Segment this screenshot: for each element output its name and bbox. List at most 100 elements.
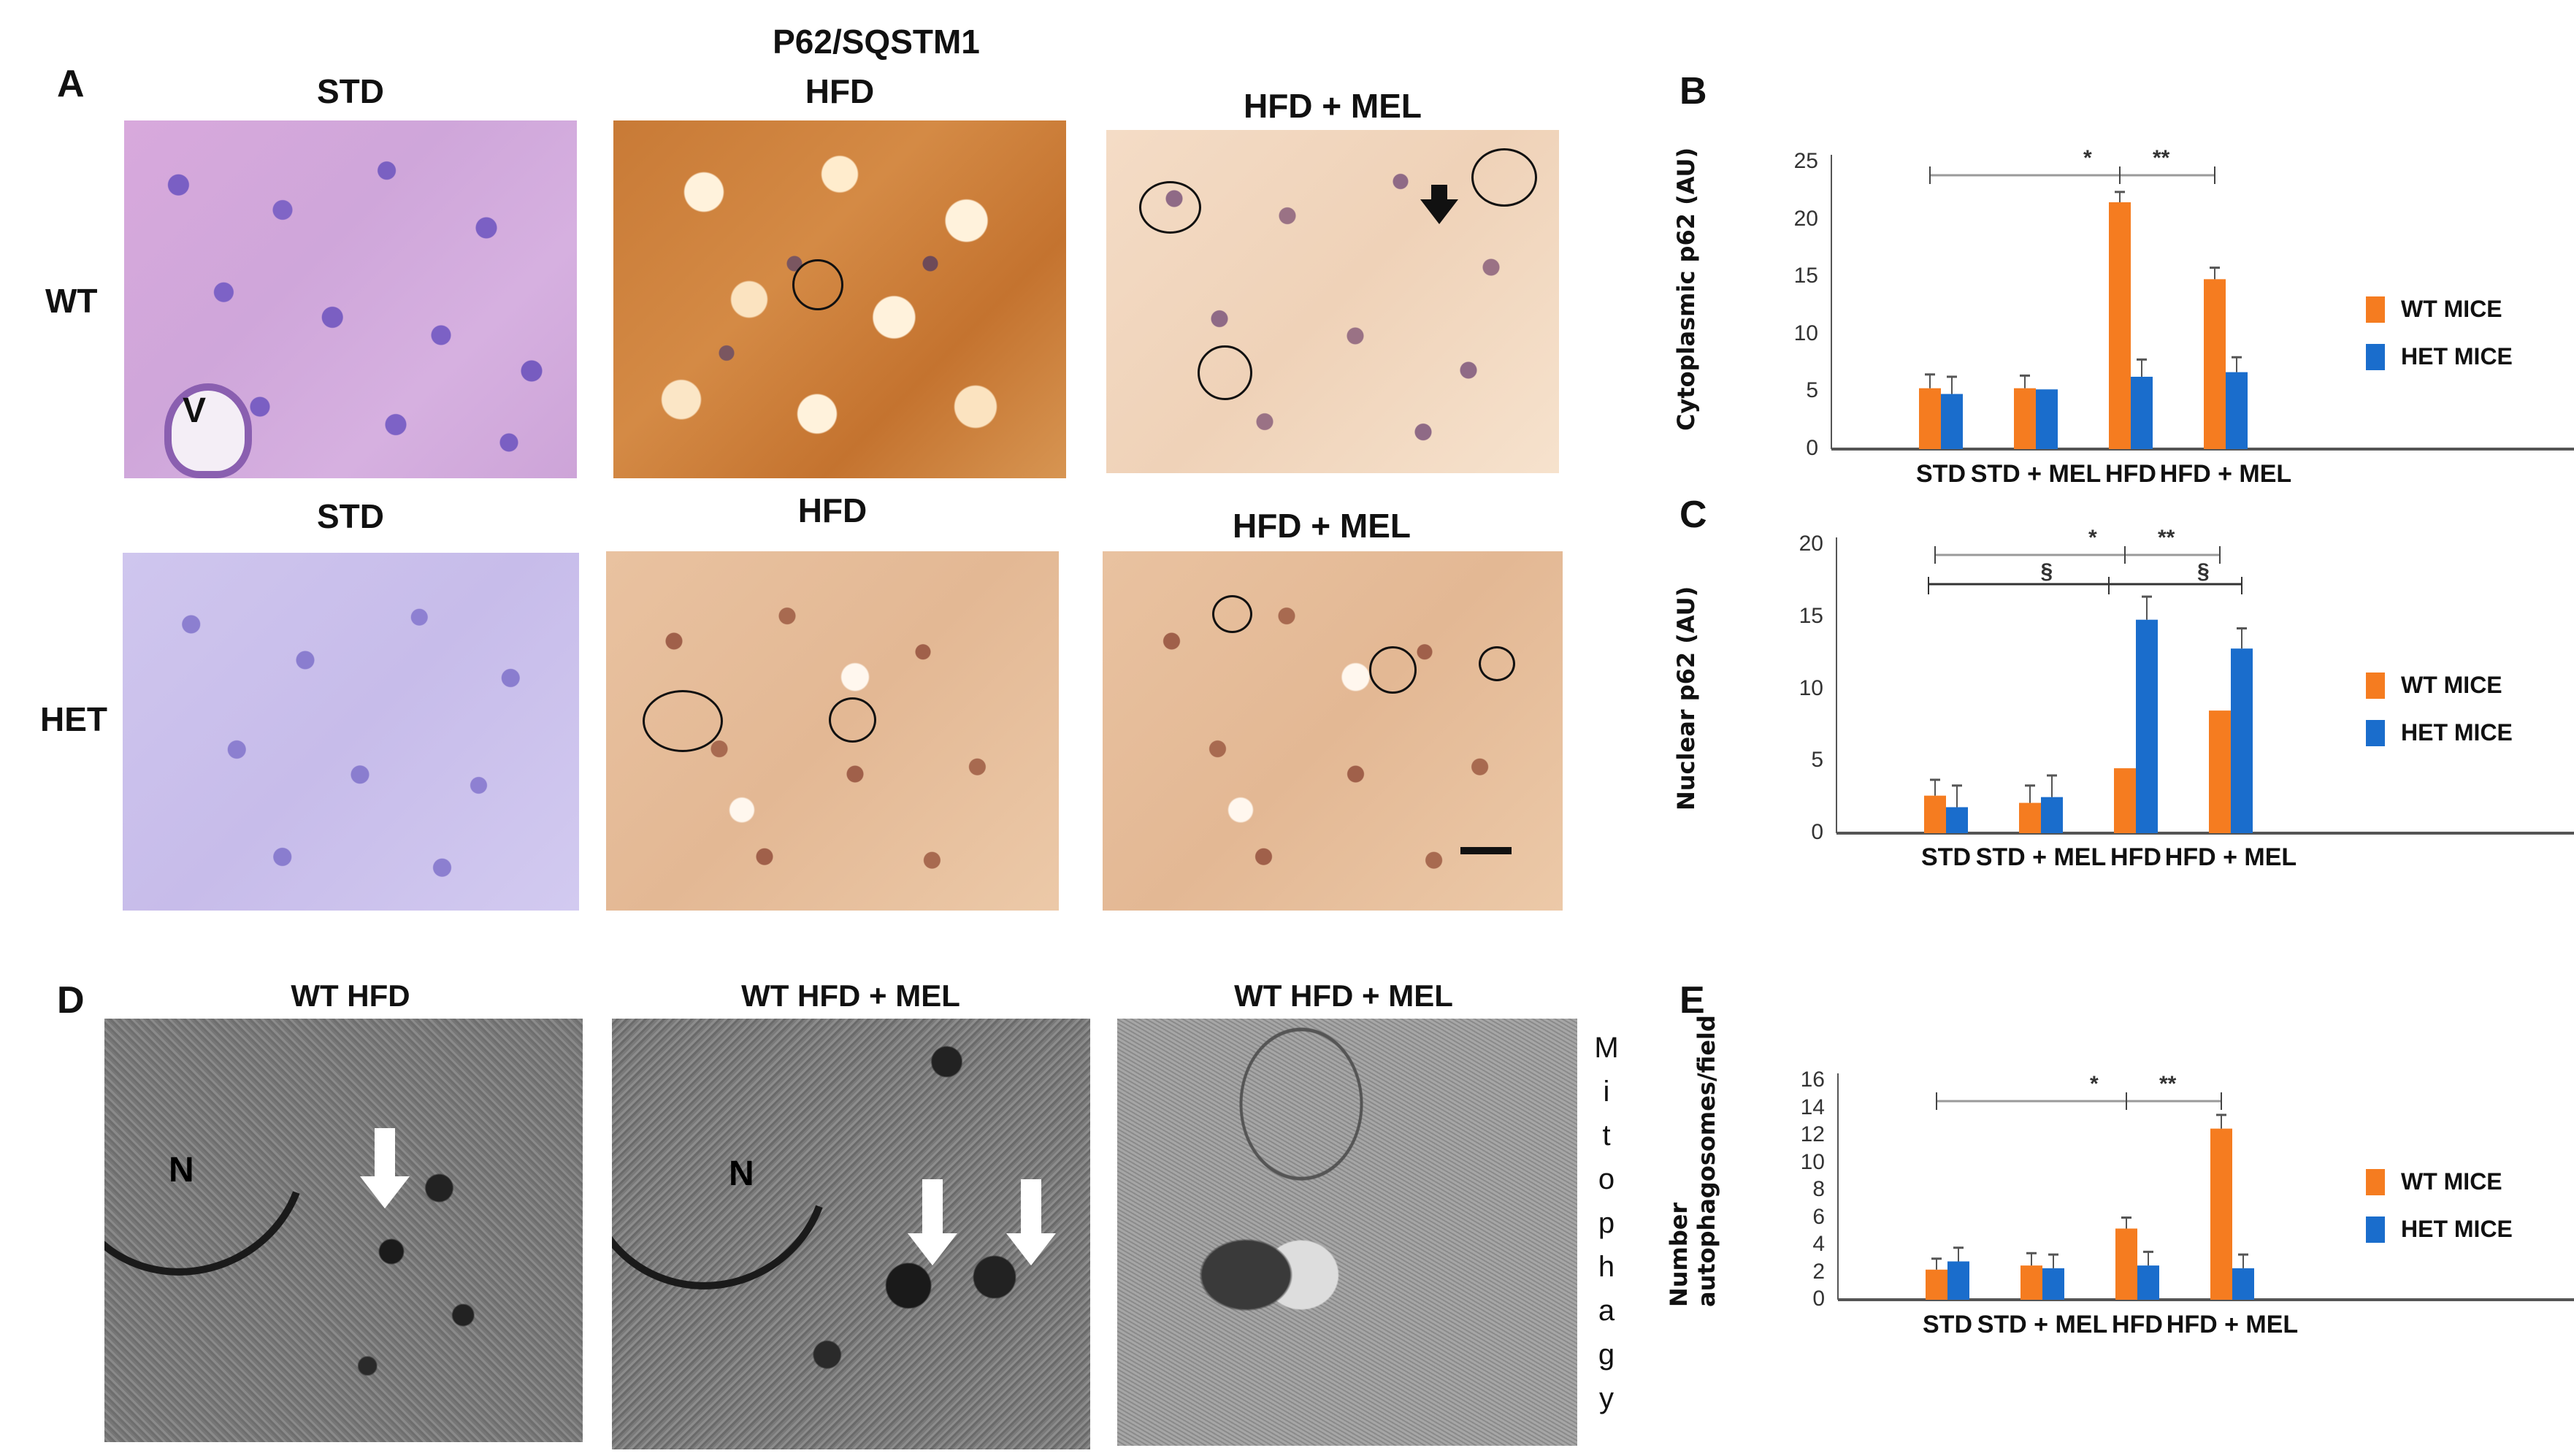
y-tick-label: 10 <box>1799 675 1823 700</box>
significance-marker: ** <box>2153 146 2170 170</box>
nucleus-circle-marker <box>1139 181 1201 234</box>
vessel-lumen <box>164 383 252 478</box>
legend-swatch-wt <box>2366 1168 2385 1195</box>
bar-het <box>1941 394 1963 449</box>
x-category-label: HFD + MEL <box>2166 1311 2299 1338</box>
significance-marker: * <box>2088 526 2097 550</box>
y-tick-label: 0 <box>1806 436 1818 460</box>
panel-a-title-het-hfd: HFD <box>797 491 867 529</box>
significance-marker: * <box>2083 146 2092 170</box>
y-tick-label: 4 <box>1812 1232 1825 1256</box>
y-tick-label: 2 <box>1812 1259 1825 1284</box>
y-tick-label: 0 <box>1811 820 1823 844</box>
bar-het <box>2137 1265 2159 1300</box>
nuclear-envelope <box>104 1019 347 1316</box>
legend-swatch-wt <box>2366 672 2385 699</box>
nucleus-circle-marker <box>643 690 723 752</box>
white-arrow-icon <box>1006 1179 1056 1267</box>
y-tick-label: 15 <box>1799 603 1823 628</box>
em-image-wt-hfd: N <box>104 1019 583 1442</box>
legend-item-wt: WT MICE <box>2366 296 2502 323</box>
y-tick-label: 12 <box>1800 1122 1825 1146</box>
y-axis-label: Cytoplasmic p62 (AU) <box>1672 147 1700 431</box>
side-letter: g <box>1598 1338 1615 1371</box>
significance-marker: ** <box>2158 526 2175 550</box>
x-category-label: STD + MEL <box>1975 843 2107 871</box>
legend-label-het: HET MICE <box>2401 1216 2513 1242</box>
nucleus-circle-marker <box>1479 646 1515 681</box>
nucleus-circle-marker <box>829 697 876 743</box>
side-letter: t <box>1602 1119 1611 1152</box>
significance-marker: ** <box>2159 1072 2177 1096</box>
row-label-het: HET <box>40 700 107 738</box>
panel-d-title-2: WT HFD + MEL <box>741 978 960 1013</box>
em-image-wt-hfd-mel-1: N <box>612 1019 1090 1449</box>
panel-a-title-wt-hfd: HFD <box>805 72 875 110</box>
y-tick-label: 8 <box>1812 1177 1825 1201</box>
y-tick-label: 20 <box>1793 206 1818 231</box>
y-axis-label: autophagosomes/field <box>1693 1015 1720 1307</box>
legend-swatch-wt <box>2366 296 2385 323</box>
panel-letter-b: B <box>1679 70 1707 112</box>
x-category-label: HFD + MEL <box>2164 843 2297 871</box>
legend-item-het: HET MICE <box>2366 719 2513 746</box>
y-tick-label: 5 <box>1806 378 1818 403</box>
em-image-mitophagy <box>1117 1019 1577 1446</box>
bar-het <box>2131 376 2153 449</box>
black-arrow-shaft <box>1431 185 1447 201</box>
side-letter: a <box>1598 1295 1615 1327</box>
bar-het <box>2042 1268 2064 1300</box>
bar-wt <box>2020 1265 2042 1300</box>
bar-wt <box>2019 802 2041 833</box>
x-category-label: STD <box>1916 460 1966 488</box>
x-category-label: HFD <box>2110 843 2161 871</box>
side-letter: y <box>1599 1382 1614 1414</box>
panel-letter-c: C <box>1679 494 1707 536</box>
nucleus-circle-marker <box>1369 646 1417 694</box>
legend-item-het: HET MICE <box>2366 343 2513 370</box>
panel-a-title-het-hfd-mel: HFD + MEL <box>1232 507 1412 545</box>
legend-swatch-het <box>2366 1216 2385 1243</box>
legend-item-wt: WT MICE <box>2366 1168 2502 1195</box>
x-category-label: HFD <box>2112 1311 2163 1338</box>
chart-cytoplasmic-p62: 0 5 10 15 20 25 STD STD + MEL HFD HFD + MEL * ** WT … <box>1643 131 2574 511</box>
y-tick-label: 16 <box>1800 1068 1825 1092</box>
bar-wt <box>1919 388 1941 449</box>
significance-marker: * <box>2090 1072 2099 1096</box>
legend-label-wt: WT MICE <box>2401 672 2502 698</box>
y-tick-label: 0 <box>1812 1287 1825 1311</box>
side-letter: o <box>1598 1163 1615 1195</box>
bar-het <box>2136 619 2158 833</box>
panel-a-title-wt-hfd-mel: HFD + MEL <box>1243 87 1422 125</box>
chart-autophagosomes: 0 2 4 6 8 10 12 14 16 STD STD + MEL HFD HFD + MEL * **… <box>1643 971 2574 1456</box>
panel-d-title-1: WT HFD <box>291 978 410 1013</box>
bar-het <box>1947 1261 1969 1300</box>
y-tick-label: 20 <box>1799 532 1823 556</box>
legend-item-het: HET MICE <box>2366 1216 2513 1243</box>
vessel-label: V <box>183 391 207 430</box>
y-tick-label: 14 <box>1800 1095 1825 1119</box>
micrograph-wt-hfd-mel <box>1106 130 1559 473</box>
micrograph-het-hfd-mel <box>1103 551 1563 911</box>
panel-letter-d: D <box>57 979 85 1022</box>
bar-het <box>2232 1268 2254 1300</box>
bar-wt <box>2114 768 2136 833</box>
bar-wt <box>2210 1128 2232 1300</box>
x-category-label: HFD + MEL <box>2159 460 2292 488</box>
bar-wt <box>2014 388 2036 449</box>
panel-letter-e: E <box>1679 979 1705 1022</box>
legend-item-wt: WT MICE <box>2366 672 2502 699</box>
black-arrow-icon <box>1420 199 1458 224</box>
nucleus-label: N <box>169 1151 194 1189</box>
panel-d-title-3: WT HFD + MEL <box>1234 978 1453 1013</box>
x-category-label: STD <box>1923 1311 1972 1338</box>
micrograph-wt-hfd <box>613 120 1066 478</box>
figure-main-title: P62/SQSTM1 <box>773 23 980 61</box>
legend-label-het: HET MICE <box>2401 719 2513 746</box>
legend-swatch-het <box>2366 343 2385 370</box>
micrograph-wt-std: V <box>124 120 577 478</box>
y-tick-label: 10 <box>1793 321 1818 345</box>
bar-het <box>2041 797 2063 833</box>
micrograph-het-hfd <box>606 551 1059 911</box>
nucleus-circle-marker <box>1471 148 1537 207</box>
